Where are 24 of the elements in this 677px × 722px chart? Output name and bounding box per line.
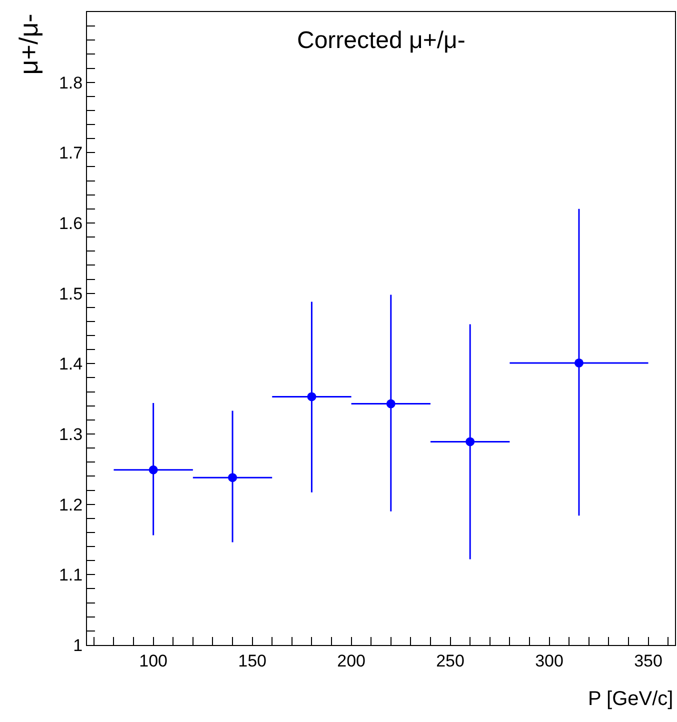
point: [386, 399, 396, 408]
x-axis-title: P [GeV/c]: [588, 688, 674, 710]
x-tick-label: 100: [139, 651, 168, 670]
point: [466, 437, 475, 446]
y-tick-label: 1.5: [58, 284, 83, 304]
point: [228, 473, 238, 482]
y-tick-label: 1.4: [58, 354, 83, 374]
y-tick-label: 1.8: [58, 73, 83, 92]
x-tick-label: 200: [337, 651, 366, 670]
point: [574, 358, 584, 368]
text: Corrected μ+/μ-: [297, 27, 466, 54]
point: [148, 465, 158, 474]
x-tick-label: 300: [535, 651, 564, 670]
x-tick-label: 350: [634, 651, 662, 670]
y-tick-label: 1: [73, 636, 83, 655]
y-tick-label: 1.6: [58, 214, 83, 233]
y-axis-title: μ+/μ-: [14, 14, 44, 75]
y-tick-label: 1.3: [58, 424, 83, 444]
y-tick-label: 1.2: [58, 495, 83, 514]
y-tick-label: 1.7: [58, 144, 83, 163]
y-tick-label: 1.1: [58, 566, 83, 585]
x-tick-label: 250: [436, 651, 464, 670]
x-tick-label: 150: [238, 651, 266, 670]
point: [307, 392, 316, 402]
